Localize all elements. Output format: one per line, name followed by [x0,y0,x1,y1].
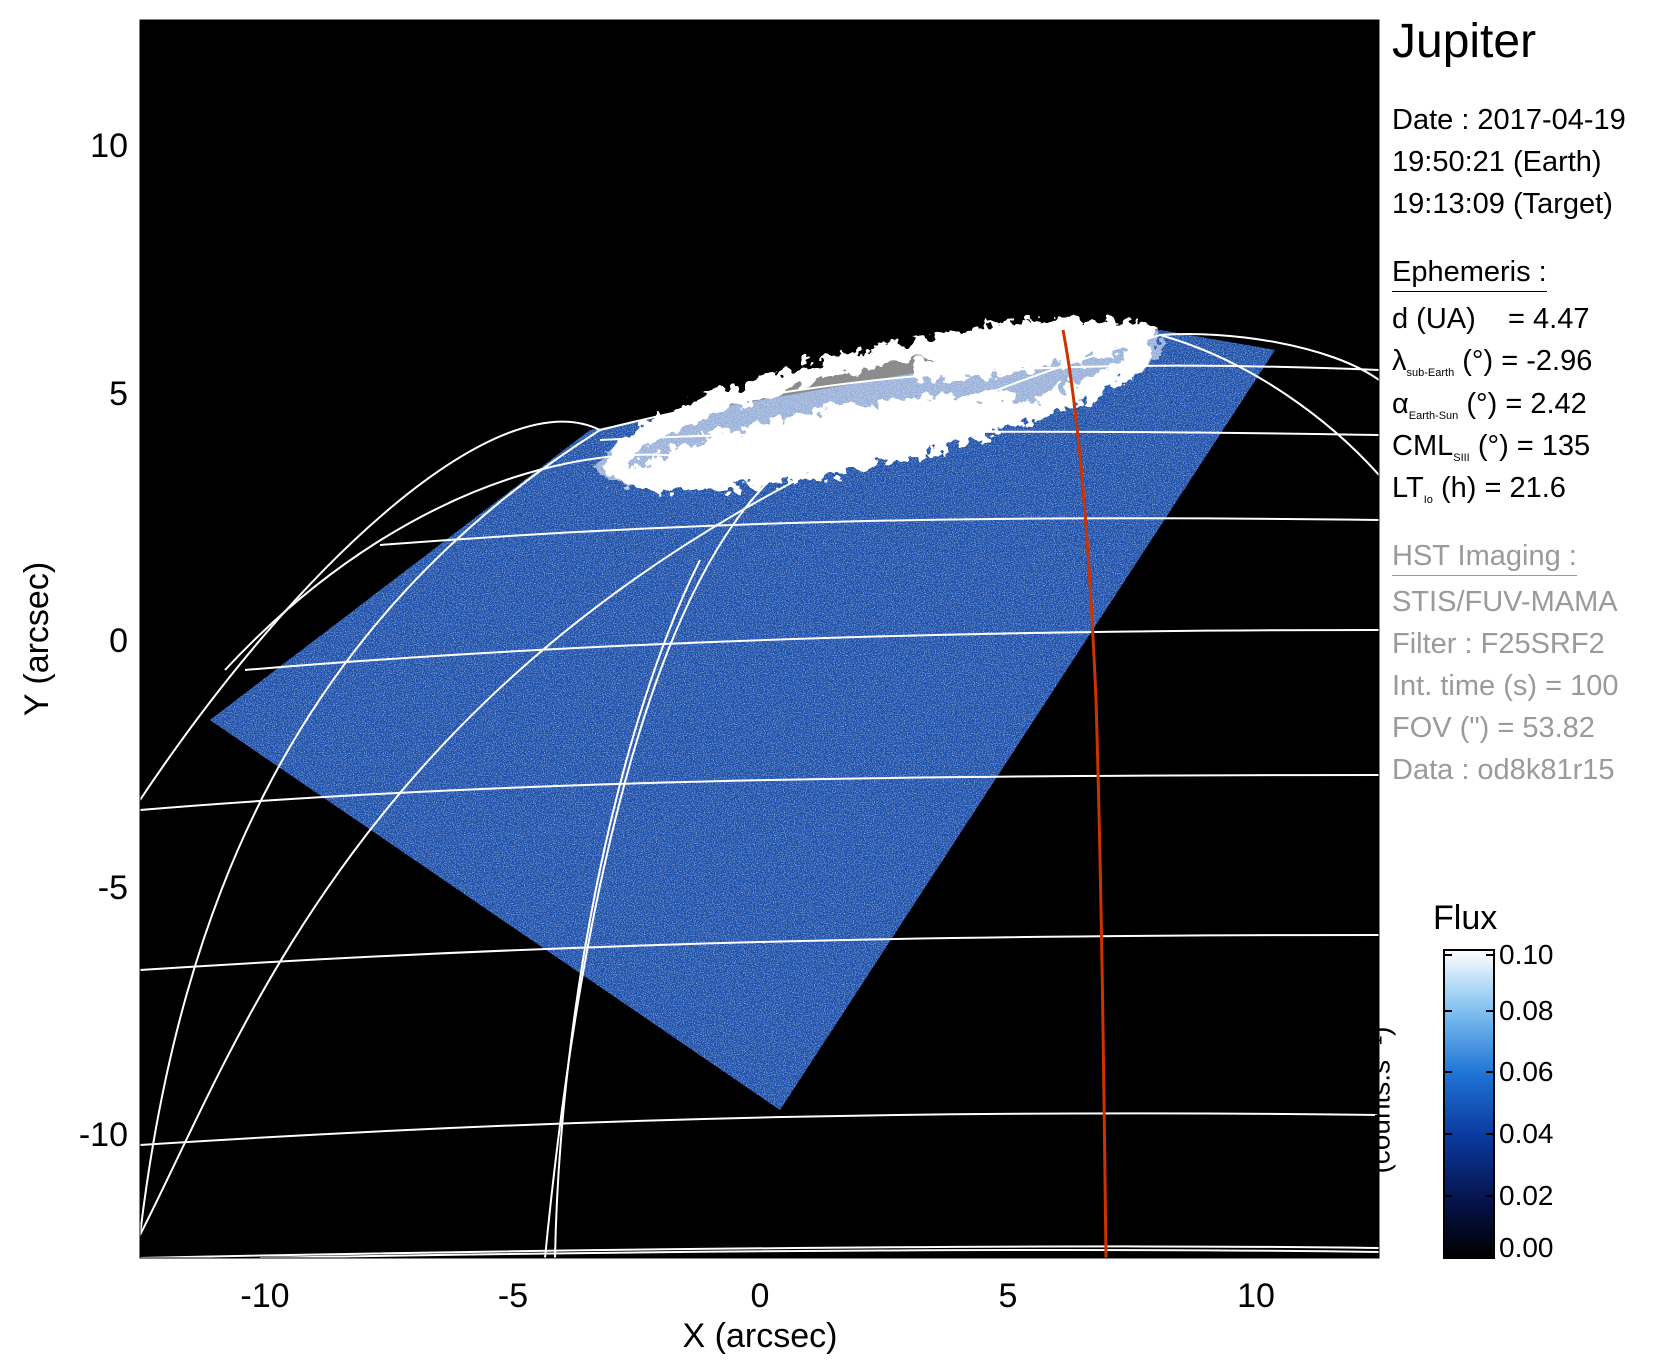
x-tick-label: 10 [1237,1277,1275,1315]
integration-time: Int. time (s) = 100 [1392,670,1619,702]
ephemeris-header: Ephemeris : [1392,258,1547,292]
x-axis: -10 -5 0 5 10 X (arcsec) [240,1277,1274,1355]
y-tick-label: -5 [98,869,128,907]
colorbar-tick: 0.10 [1499,939,1554,970]
plot-frame [139,19,1380,1259]
ephem-cml: CMLSIII (°) = 135 [1392,430,1591,464]
y-axis-title: Y (arcsec) [18,562,56,716]
colorbar-tick: 0.08 [1499,995,1554,1026]
x-tick-label: 5 [999,1277,1018,1315]
y-tick-label: 10 [90,127,128,165]
y-axis: 10 5 0 -5 -10 Y (arcsec) [18,127,128,1154]
colorbar-title: Flux [1433,899,1498,937]
hst-header: HST Imaging : [1392,542,1577,576]
target-time: 19:13:09 (Target) [1392,188,1613,220]
ephem-distance: d (UA) = 4.47 [1392,303,1590,335]
ephem-phase-angle: αEarth-Sun (°) = 2.42 [1392,388,1587,422]
ephem-sub-earth-lat: λsub-Earth (°) = -2.96 [1392,345,1593,379]
y-tick-label: -10 [79,1116,128,1154]
colorbar [1443,949,1495,1259]
colorbar-tick: 0.06 [1499,1056,1554,1087]
filter: Filter : F25SRF2 [1392,628,1605,660]
instrument: STIS/FUV-MAMA [1392,586,1618,618]
colorbar-tick: 0.02 [1499,1180,1554,1211]
x-tick-label: -5 [498,1277,528,1315]
data-id: Data : od8k81r15 [1392,754,1615,786]
x-axis-title: X (arcsec) [683,1317,838,1355]
colorbar-tick: 0.00 [1499,1232,1554,1263]
y-tick-label: 5 [109,375,128,413]
colorbar-unit: (counts.s⁻¹) [1364,1026,1396,1174]
earth-time: 19:50:21 (Earth) [1392,146,1602,178]
field-of-view: FOV (") = 53.82 [1392,712,1595,744]
ephem-local-time: LTIo (h) = 21.6 [1392,472,1566,506]
x-tick-label: -10 [240,1277,289,1315]
observed-emission-region [210,330,1275,1110]
target-title: Jupiter [1392,15,1537,68]
x-tick-label: 0 [751,1277,770,1315]
y-tick-label: 0 [109,622,128,660]
date-line: Date : 2017-04-19 [1392,104,1626,136]
highlighted-meridian [1061,329,1108,1258]
colorbar-tick: 0.04 [1499,1118,1554,1149]
planetographic-grid [140,333,1379,1258]
